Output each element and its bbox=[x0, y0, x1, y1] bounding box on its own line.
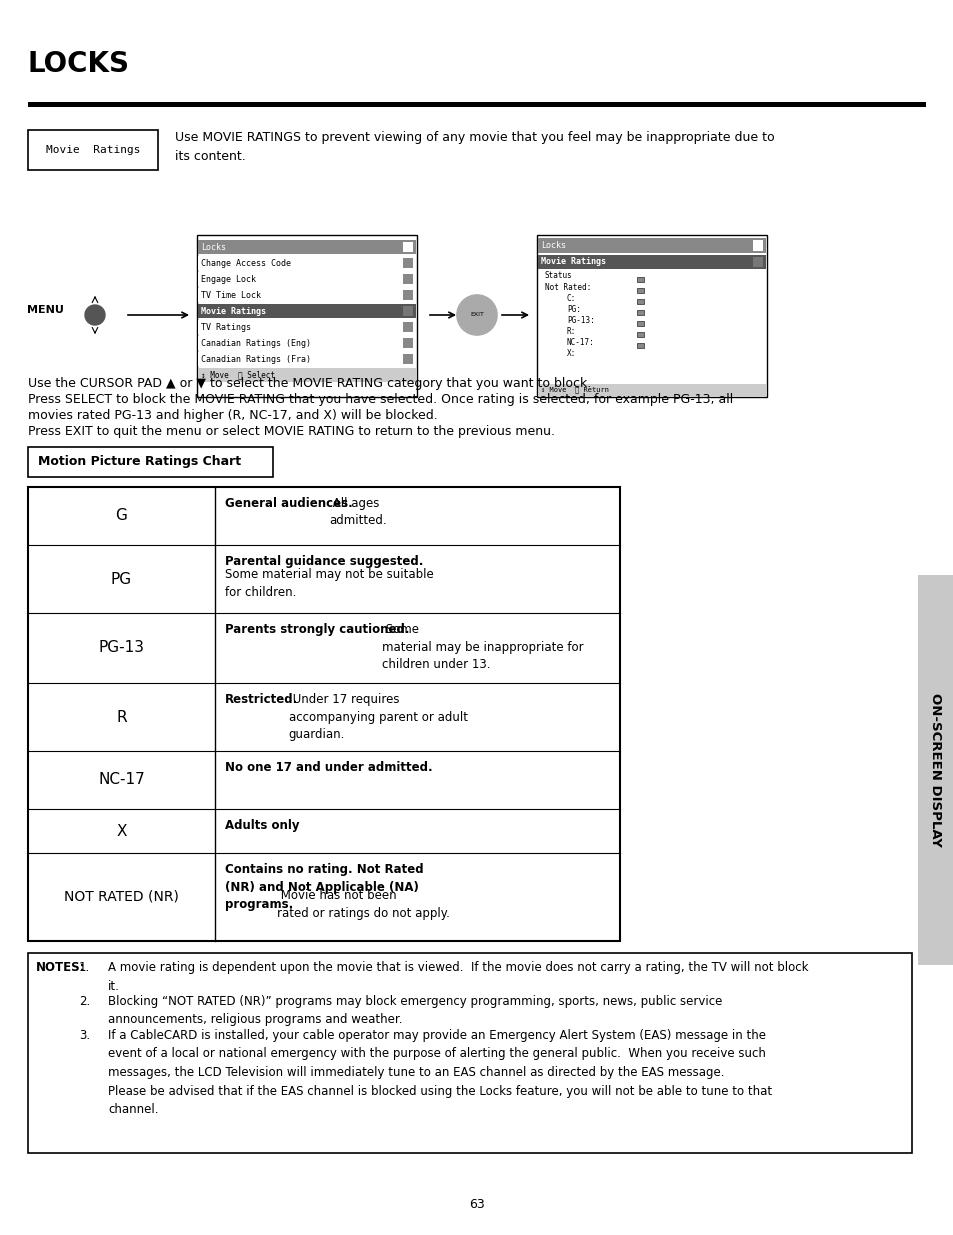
Bar bbox=[28, 953, 911, 1153]
Text: Press EXIT to quit the menu or select MOVIE RATING to return to the previous men: Press EXIT to quit the menu or select MO… bbox=[28, 425, 555, 438]
Bar bbox=[28, 487, 619, 941]
Text: Movie Ratings: Movie Ratings bbox=[201, 306, 266, 315]
Text: Some material may not be suitable
for children.: Some material may not be suitable for ch… bbox=[225, 568, 434, 599]
Bar bbox=[537, 235, 766, 396]
Bar bbox=[402, 338, 413, 348]
Bar bbox=[537, 384, 765, 396]
Bar bbox=[198, 256, 403, 270]
Bar bbox=[402, 274, 413, 284]
Bar bbox=[752, 257, 762, 267]
Text: ↕ Move  Ⓚ Select: ↕ Move Ⓚ Select bbox=[201, 370, 274, 379]
Bar bbox=[537, 254, 765, 269]
Bar bbox=[637, 277, 643, 282]
Text: NC-17: NC-17 bbox=[98, 773, 145, 788]
Text: Parental guidance suggested.: Parental guidance suggested. bbox=[225, 555, 423, 568]
Text: Restricted.: Restricted. bbox=[225, 693, 298, 706]
Bar bbox=[196, 235, 416, 396]
Bar bbox=[637, 332, 643, 337]
Text: PG:: PG: bbox=[566, 305, 580, 314]
Bar bbox=[198, 304, 416, 317]
Text: Press SELECT to block the MOVIE RATING that you have selected. Once rating is se: Press SELECT to block the MOVIE RATING t… bbox=[28, 393, 733, 406]
Bar bbox=[198, 368, 416, 382]
Bar bbox=[198, 240, 416, 254]
Text: G: G bbox=[115, 509, 128, 524]
Text: Movie  Ratings: Movie Ratings bbox=[46, 144, 140, 156]
Bar bbox=[402, 290, 413, 300]
Text: 63: 63 bbox=[469, 1198, 484, 1212]
Bar bbox=[402, 322, 413, 332]
Text: Contains no rating. Not Rated
(NR) and Not Applicable (NA)
programs.: Contains no rating. Not Rated (NR) and N… bbox=[225, 863, 423, 911]
Bar bbox=[402, 242, 413, 252]
Text: Some
material may be inappropriate for
children under 13.: Some material may be inappropriate for c… bbox=[381, 622, 582, 671]
Text: Status: Status bbox=[544, 270, 572, 280]
Bar bbox=[28, 103, 925, 107]
Text: Movie Ratings: Movie Ratings bbox=[540, 258, 605, 267]
Text: ON-SCREEN DISPLAY: ON-SCREEN DISPLAY bbox=[928, 693, 942, 847]
Text: TV Ratings: TV Ratings bbox=[201, 322, 251, 331]
Bar bbox=[28, 130, 158, 170]
Bar bbox=[637, 288, 643, 293]
Bar bbox=[752, 240, 762, 251]
Text: A movie rating is dependent upon the movie that is viewed.  If the movie does no: A movie rating is dependent upon the mov… bbox=[108, 961, 807, 993]
Text: X:: X: bbox=[566, 350, 576, 358]
Text: PG-13:: PG-13: bbox=[566, 316, 594, 325]
Bar bbox=[198, 336, 403, 350]
Bar bbox=[402, 258, 413, 268]
Circle shape bbox=[85, 305, 105, 325]
Text: NC-17:: NC-17: bbox=[566, 338, 594, 347]
Bar bbox=[198, 352, 403, 366]
Bar bbox=[402, 354, 413, 364]
Text: Under 17 requires
accompanying parent or adult
guardian.: Under 17 requires accompanying parent or… bbox=[289, 693, 467, 741]
Text: Canadian Ratings (Fra): Canadian Ratings (Fra) bbox=[201, 354, 311, 363]
Text: LOCKS: LOCKS bbox=[28, 49, 130, 78]
Text: Parents strongly cautioned.: Parents strongly cautioned. bbox=[225, 622, 409, 636]
Text: NOT RATED (NR): NOT RATED (NR) bbox=[64, 890, 179, 904]
Text: C:: C: bbox=[566, 294, 576, 303]
Bar bbox=[28, 447, 273, 477]
Text: 2.: 2. bbox=[79, 995, 90, 1008]
Text: 3.: 3. bbox=[79, 1029, 90, 1042]
Text: PG: PG bbox=[111, 572, 132, 587]
Text: If a CableCARD is installed, your cable operator may provide an Emergency Alert : If a CableCARD is installed, your cable … bbox=[108, 1029, 771, 1116]
Text: General audiences.: General audiences. bbox=[225, 496, 353, 510]
Circle shape bbox=[456, 295, 497, 335]
Bar bbox=[198, 272, 403, 287]
Circle shape bbox=[67, 287, 123, 343]
Text: movies rated PG-13 and higher (R, NC-17, and X) will be blocked.: movies rated PG-13 and higher (R, NC-17,… bbox=[28, 409, 437, 422]
Text: MENU: MENU bbox=[27, 305, 64, 315]
Text: PG-13: PG-13 bbox=[98, 641, 144, 656]
Bar bbox=[537, 238, 765, 253]
Bar bbox=[637, 321, 643, 326]
Text: 1.: 1. bbox=[79, 961, 90, 974]
Text: Change Access Code: Change Access Code bbox=[201, 258, 291, 268]
Bar bbox=[637, 343, 643, 348]
Text: Locks: Locks bbox=[540, 241, 565, 249]
Text: R: R bbox=[116, 709, 127, 725]
Text: Use the CURSOR PAD ▲ or ▼ to select the MOVIE RATING category that you want to b: Use the CURSOR PAD ▲ or ▼ to select the … bbox=[28, 377, 591, 390]
Text: Blocking “NOT RATED (NR)” programs may block emergency programming, sports, news: Blocking “NOT RATED (NR)” programs may b… bbox=[108, 995, 721, 1026]
Bar bbox=[637, 299, 643, 304]
Text: Canadian Ratings (Eng): Canadian Ratings (Eng) bbox=[201, 338, 311, 347]
Text: No one 17 and under admitted.: No one 17 and under admitted. bbox=[225, 761, 432, 774]
Bar bbox=[917, 576, 953, 965]
Text: Adults only: Adults only bbox=[225, 819, 299, 832]
Text: Engage Lock: Engage Lock bbox=[201, 274, 255, 284]
Text: Not Rated:: Not Rated: bbox=[544, 283, 591, 291]
Text: Locks: Locks bbox=[201, 242, 226, 252]
Text: ↕ Move  Ⓚ Return: ↕ Move Ⓚ Return bbox=[540, 387, 608, 393]
Text: Use MOVIE RATINGS to prevent viewing of any movie that you feel may be inappropr: Use MOVIE RATINGS to prevent viewing of … bbox=[174, 131, 774, 163]
Text: TV Time Lock: TV Time Lock bbox=[201, 290, 261, 300]
Text: X: X bbox=[116, 824, 127, 839]
Text: Movie has not been
rated or ratings do not apply.: Movie has not been rated or ratings do n… bbox=[277, 889, 450, 920]
Text: All ages
admitted.: All ages admitted. bbox=[329, 496, 387, 527]
Circle shape bbox=[71, 262, 108, 298]
Text: R:: R: bbox=[566, 327, 576, 336]
Bar bbox=[637, 310, 643, 315]
Bar bbox=[198, 320, 403, 333]
Bar bbox=[402, 306, 413, 316]
Bar bbox=[198, 288, 403, 303]
Text: Motion Picture Ratings Chart: Motion Picture Ratings Chart bbox=[38, 456, 241, 468]
Text: NOTES:: NOTES: bbox=[36, 961, 86, 974]
Text: EXIT: EXIT bbox=[470, 312, 483, 317]
